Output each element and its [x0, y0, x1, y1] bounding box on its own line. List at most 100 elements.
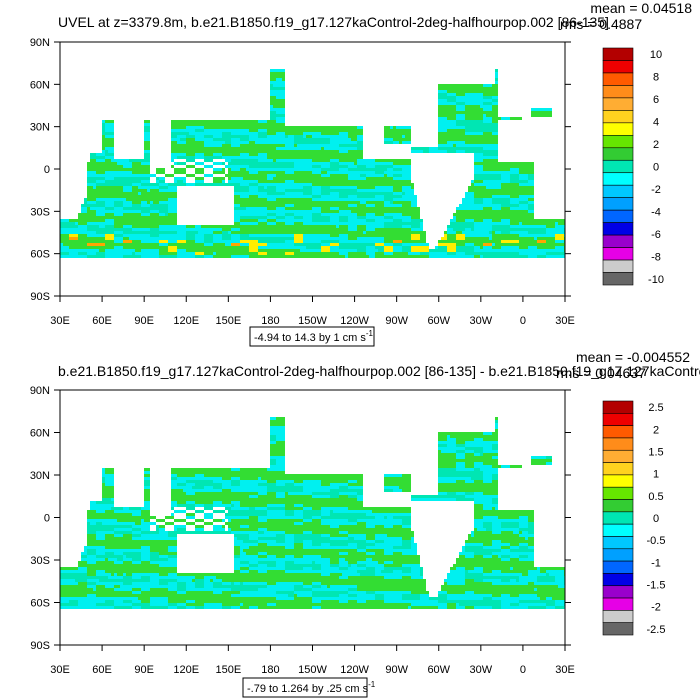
- lat-tick-label: 90N: [30, 385, 50, 397]
- mean-stat: mean = 0.04518: [590, 0, 692, 16]
- colorbar-label: 1.5: [648, 446, 663, 458]
- svg-text:-.79 to 1.264 by .25 cm s-1: -.79 to 1.264 by .25 cm s-1: [247, 680, 376, 695]
- colorbar-swatch: [602, 222, 634, 236]
- lon-tick-label: 30E: [50, 315, 70, 327]
- colorbar-label: 8: [653, 72, 659, 84]
- colorbar-swatch: [602, 548, 634, 562]
- colorbar-label: 10: [650, 49, 662, 61]
- upper-map-panel: UVEL at z=3379.8m, b.e21.B1850.f19_g17.1…: [30, 0, 692, 347]
- colorbar-swatch: [602, 474, 634, 488]
- lon-axis: 30E 60E 90E 120E 150E 180 150W 120W 90W 60W 30W 0 30…: [50, 296, 575, 327]
- colorbar-label: 6: [653, 94, 659, 106]
- colorbar-swatch: [602, 486, 634, 500]
- colorbar-swatch: [602, 47, 634, 61]
- lon-tick-label: 120E: [173, 664, 199, 676]
- colorbar-swatch: [602, 449, 634, 463]
- colorbar-swatch: [602, 172, 634, 186]
- lon-tick-label: 30E: [555, 664, 575, 676]
- colorbar-label: -2.5: [647, 624, 666, 636]
- lon-tick-label: 180: [261, 315, 279, 327]
- rms-stat: rms = 0.04637: [556, 365, 646, 381]
- lon-tick-label: 90W: [385, 664, 408, 676]
- range-box: -.79 to 1.264 by .25 cm s-1: [242, 677, 376, 698]
- lat-tick-label: 90S: [30, 291, 50, 303]
- colorbar-swatch: [602, 122, 634, 136]
- lat-tick-label: 30N: [30, 470, 50, 482]
- lat-tick-label: 30S: [30, 555, 50, 567]
- colorbar-swatch: [602, 72, 634, 86]
- colorbar-swatch: [602, 85, 634, 99]
- lon-tick-label: 150W: [298, 315, 327, 327]
- lon-tick-label: 60E: [92, 664, 112, 676]
- lon-tick-label: 60W: [427, 315, 450, 327]
- lat-tick-label: 0: [44, 513, 50, 525]
- lat-tick-label: 60N: [30, 79, 50, 91]
- colorbar-swatch: [602, 413, 634, 426]
- colorbar-swatch: [602, 597, 634, 611]
- colorbar-swatch: [602, 159, 634, 174]
- colorbar-swatch: [602, 147, 634, 161]
- lat-tick-label: 60S: [30, 249, 50, 261]
- colorbar-swatch: [602, 135, 634, 149]
- colorbar-swatch: [602, 437, 634, 451]
- lat-tick-label: 90N: [30, 37, 50, 49]
- colorbar-swatch: [602, 234, 634, 248]
- colorbar-label: -0.5: [647, 535, 666, 547]
- lat-tick-label: 0: [44, 164, 50, 176]
- lat-tick-label: 60S: [30, 598, 50, 610]
- map-field: [60, 417, 565, 609]
- lat-tick-label: 60N: [30, 428, 50, 440]
- lon-tick-label: 150E: [215, 664, 241, 676]
- colorbar-label: 0.5: [648, 491, 663, 503]
- colorbar-swatch: [602, 536, 634, 550]
- lon-tick-label: 120E: [173, 315, 199, 327]
- colorbar-swatch: [602, 209, 634, 223]
- colorbar-label: -10: [648, 274, 664, 286]
- colorbar-swatch: [602, 462, 634, 476]
- colorbar-label: 2: [653, 139, 659, 151]
- lat-tick-label: 30S: [30, 206, 50, 218]
- colorbar-label: -1: [651, 557, 661, 569]
- colorbar-label: 0: [653, 513, 659, 525]
- colorbar-swatch: [602, 110, 634, 124]
- colorbar-swatch: [602, 511, 634, 525]
- lon-tick-label: 0: [520, 315, 526, 327]
- lon-tick-label: 180: [261, 664, 279, 676]
- colorbar-label: -8: [651, 251, 661, 263]
- lon-tick-label: 60W: [427, 664, 450, 676]
- colorbar-label: 2: [653, 424, 659, 436]
- colorbar-swatch: [602, 197, 634, 211]
- colorbar-label: -6: [651, 229, 661, 241]
- colorbar-label: -2: [651, 602, 661, 614]
- colorbar-swatch: [602, 622, 634, 636]
- rms-stat: rms = 0.4887: [560, 16, 642, 32]
- lower-map-panel: b.e21.B1850.f19_g17.127kaControl-2deg-ha…: [0, 350, 700, 700]
- map-title: UVEL at z=3379.8m, b.e21.B1850.f19_g17.1…: [58, 14, 609, 30]
- lon-tick-label: 120W: [340, 315, 369, 327]
- lon-tick-label: 90E: [134, 315, 154, 327]
- colorbar-label: 4: [653, 117, 659, 129]
- map-field: [60, 69, 565, 258]
- colorbar: 10 8 6 4 2 0 -2 -4 -6 -8 -10: [602, 47, 664, 286]
- colorbar-swatch: [602, 97, 634, 111]
- lon-tick-label: 90W: [385, 315, 408, 327]
- colorbar-swatch: [602, 272, 634, 286]
- mean-stat: mean = -0.004552: [576, 350, 690, 365]
- colorbar-swatch: [602, 425, 634, 439]
- colorbar-swatch: [602, 259, 634, 273]
- colorbar-swatch: [602, 585, 634, 599]
- colorbar-swatch: [602, 560, 634, 574]
- svg-text:-4.94 to 14.3 by 1 cm s-1: -4.94 to 14.3 by 1 cm s-1: [254, 329, 374, 344]
- lon-axis: 30E 60E 90E 120E 150E 180 150W 120W 90W 60W 30W 0 30…: [50, 645, 575, 676]
- lon-tick-label: 120W: [340, 664, 369, 676]
- colorbar-swatch: [602, 610, 634, 623]
- colorbar-label: -2: [651, 184, 661, 196]
- lat-axis: 90N 60N 30N 0 30S 60S 90S: [30, 37, 571, 303]
- colorbar-swatch: [602, 184, 634, 198]
- range-box: -4.94 to 14.3 by 1 cm s-1: [249, 326, 375, 347]
- lon-tick-label: 0: [520, 664, 526, 676]
- lon-tick-label: 150W: [298, 664, 327, 676]
- colorbar-swatch: [602, 573, 634, 587]
- lon-tick-label: 30E: [50, 664, 70, 676]
- colorbar-swatch: [602, 523, 634, 537]
